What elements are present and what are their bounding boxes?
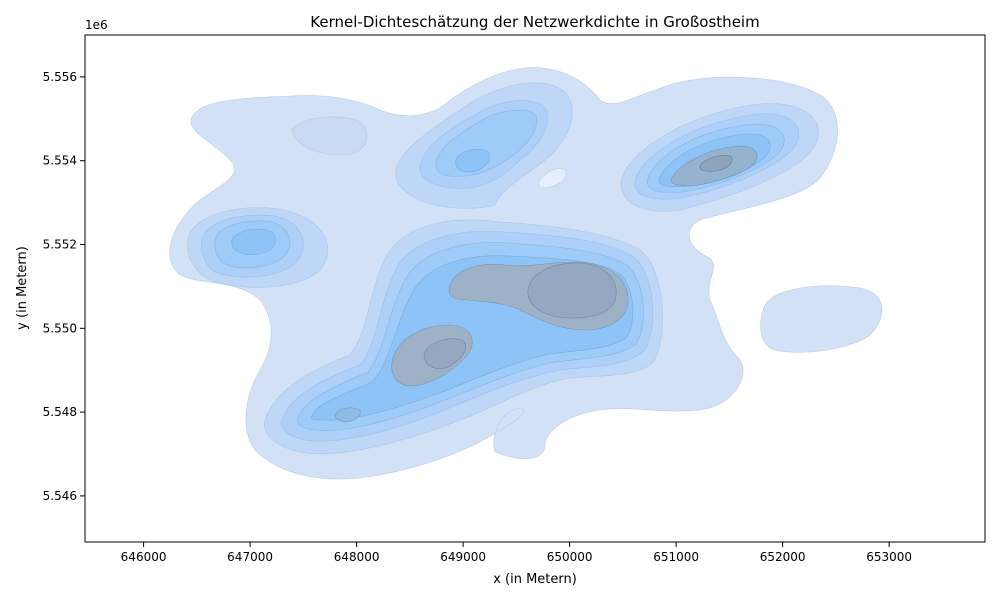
contour-peak-ne: [699, 155, 733, 172]
plot-area-frame: [84, 34, 986, 543]
contour-nw-blob: [291, 116, 368, 156]
x-tick-label: 652000: [760, 550, 806, 564]
x-tick-label: 653000: [866, 550, 912, 564]
x-tick-label: 649000: [440, 550, 486, 564]
x-axis-label: x (in Metern): [493, 572, 577, 587]
contour-peak-center: [527, 262, 617, 319]
y-axis-label: y (in Metern): [15, 246, 30, 330]
y-tick-label: 5.550: [43, 321, 77, 335]
density-contours: [169, 67, 883, 480]
contour-level-5-north: [455, 148, 490, 173]
x-tick-label: 647000: [227, 550, 273, 564]
y-axis-offset-label: 1e6: [85, 18, 108, 32]
x-tick-label: 648000: [334, 550, 380, 564]
x-tick-label: 650000: [547, 550, 593, 564]
y-tick-label: 5.556: [43, 70, 77, 84]
contour-east-blob: [760, 285, 883, 353]
contour-peak-west: [423, 338, 466, 369]
y-axis-ticks: 5.546 5.548 5.550 5.552 5.554 5.556: [43, 70, 85, 503]
x-tick-label: 651000: [653, 550, 699, 564]
y-tick-label: 5.554: [43, 154, 77, 168]
contour-level-5-west: [231, 228, 276, 255]
y-tick-label: 5.546: [43, 489, 77, 503]
contour-level-6-sw: [335, 407, 361, 423]
x-axis-ticks: 646000 647000 648000 649000 650000 651000 6520…: [121, 542, 912, 564]
contour-small-island: [538, 168, 567, 189]
x-tick-label: 646000: [121, 550, 167, 564]
chart-title: Kernel-Dichteschätzung der Netzwerkdicht…: [310, 13, 759, 31]
y-tick-label: 5.548: [43, 405, 77, 419]
y-tick-label: 5.552: [43, 238, 77, 252]
